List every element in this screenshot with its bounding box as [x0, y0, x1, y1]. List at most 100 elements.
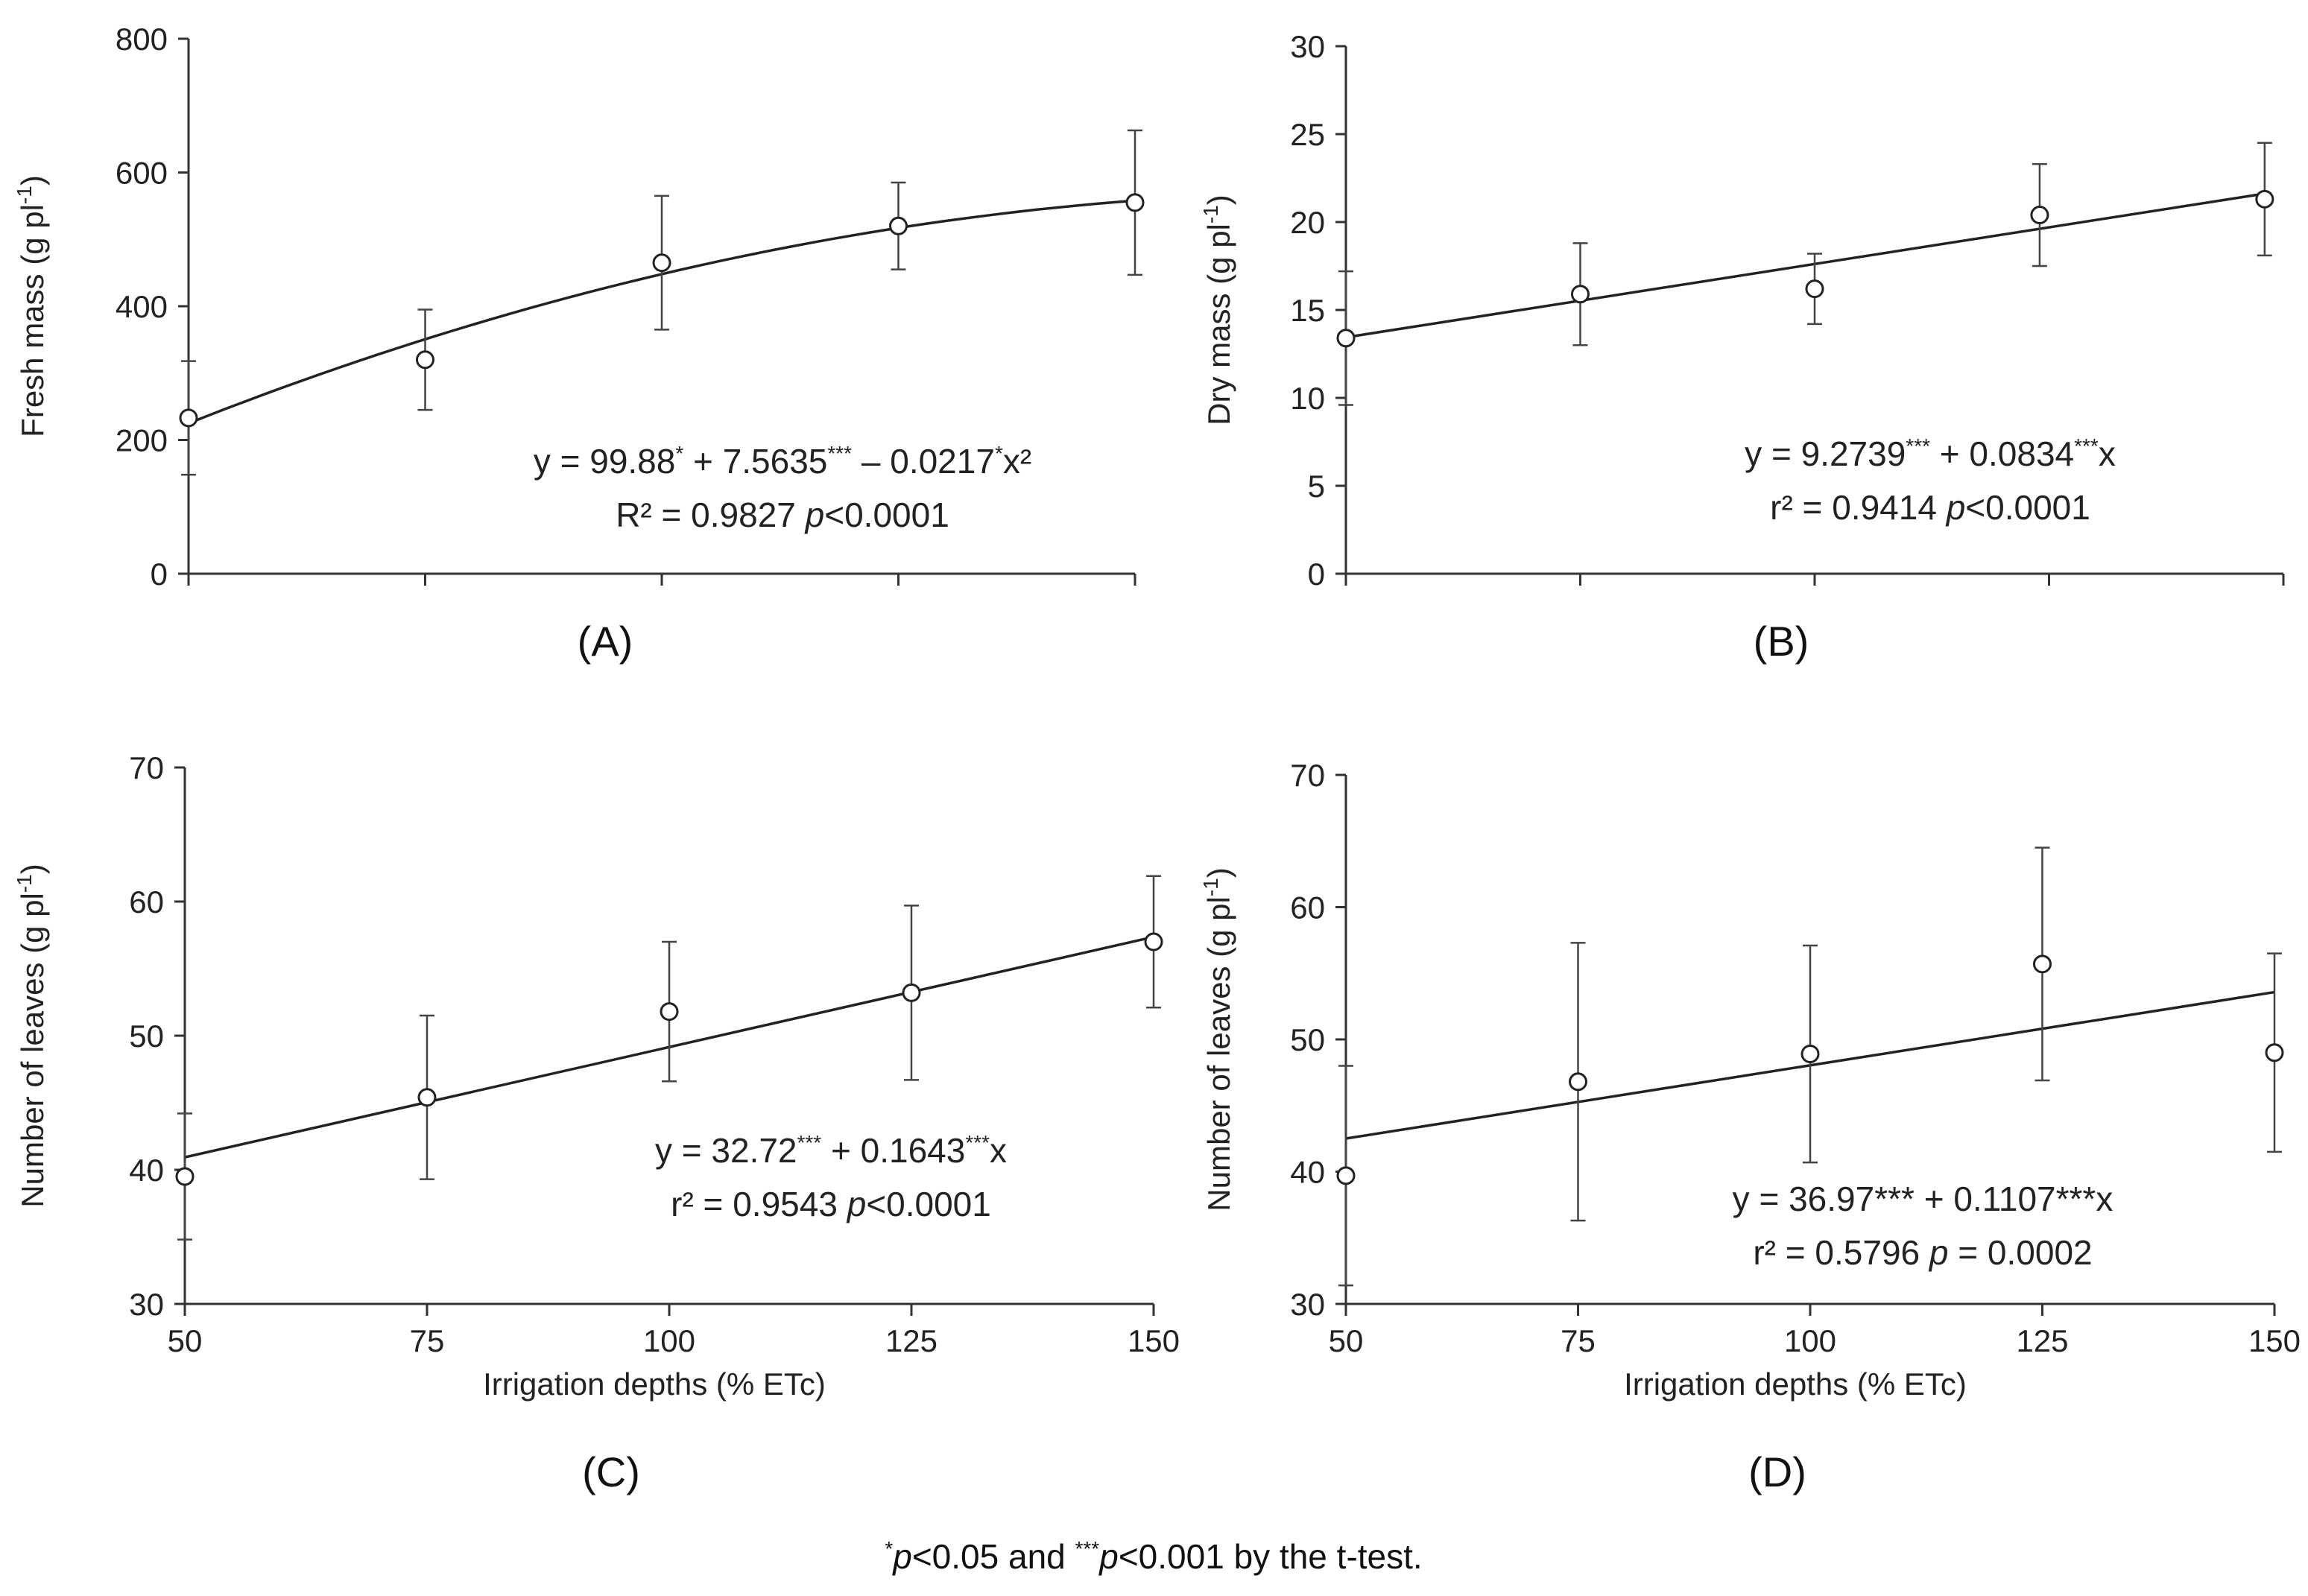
y-axis-title-text: Fresh mass (g pl: [15, 204, 50, 437]
data-point: [416, 350, 434, 370]
y-axis-title: Number of leaves (g pl-1): [13, 864, 50, 1207]
data-point: [1571, 285, 1590, 304]
data-point: [1144, 932, 1163, 951]
y-tick-label: 40: [1290, 1155, 1325, 1190]
equation-superscript: *: [885, 1537, 893, 1560]
equation-run: y = 99.88: [534, 442, 676, 481]
equation-italic: p: [846, 1185, 867, 1223]
equation-run: x: [2099, 434, 2116, 473]
y-tick-label: 600: [116, 156, 168, 191]
regression-equation-line-2: r² = 0.9543 p<0.0001: [671, 1185, 991, 1223]
equation-superscript: ***: [965, 1131, 990, 1154]
equation-italic: p: [1945, 488, 1966, 527]
data-point: [1336, 1166, 1356, 1185]
y-axis-title-text: Number of leaves (g pl: [1201, 896, 1236, 1212]
equation-run: <0.0001: [1965, 488, 2090, 527]
equation-superscript: ***: [827, 442, 852, 465]
data-point: [1569, 1072, 1587, 1092]
equation-run: + 0.0834: [1930, 434, 2074, 473]
y-tick-label: 20: [1290, 205, 1325, 240]
y-tick-label: 15: [1290, 293, 1325, 328]
data-point: [1336, 329, 1356, 348]
equation-run: <0.05 and: [912, 1537, 1075, 1576]
y-axis-title: Fresh mass (g pl-1): [13, 175, 50, 437]
data-point: [1125, 193, 1145, 212]
y-axis-title-superscript: -1: [1199, 205, 1222, 224]
data-point: [2030, 206, 2049, 225]
y-axis-title-close: ): [15, 175, 50, 186]
x-tick-label: 100: [643, 1323, 695, 1358]
y-tick-label: 60: [129, 884, 164, 919]
equation-run: <0.0001: [866, 1185, 991, 1223]
y-axis-title-superscript: -1: [13, 186, 36, 204]
x-tick-label: 75: [1561, 1323, 1596, 1358]
y-tick-label: 40: [129, 1153, 164, 1188]
equation-run: – 0.0217: [852, 442, 995, 481]
regression-equation-line-1: y = 9.2739***​ + 0.0834***​x: [1745, 434, 2116, 473]
y-tick-label: 5: [1308, 469, 1325, 504]
y-tick-label: 30: [1290, 1287, 1325, 1322]
y-tick-label: 70: [1290, 758, 1325, 793]
y-axis-title-close: ): [15, 864, 50, 874]
y-tick-label: 50: [1290, 1022, 1325, 1057]
x-tick-label: 125: [2016, 1323, 2068, 1358]
equation-run: + 0.1643: [821, 1131, 965, 1170]
y-axis-title-text: Dry mass (g pl: [1201, 224, 1236, 425]
data-point: [902, 983, 921, 1002]
equation-italic: p: [1928, 1233, 1949, 1272]
y-axis-title-superscript: -1: [13, 874, 36, 893]
y-axis-title-text: Number of leaves (g pl: [15, 893, 50, 1208]
regression-equation-line-1: y = 99.88*​ + 7.5635***​ – 0.0217*​x²: [534, 442, 1031, 481]
x-tick-label: 125: [885, 1323, 938, 1358]
y-tick-label: 0: [151, 557, 168, 592]
x-axis-title: Irrigation depths (% ETc): [1624, 1367, 1967, 1402]
y-tick-label: 60: [1290, 890, 1325, 925]
panel-label: (C): [582, 1448, 640, 1495]
y-tick-label: 25: [1290, 117, 1325, 152]
equation-run: y = 32.72: [655, 1131, 797, 1170]
panel-label: (B): [1754, 618, 1809, 665]
data-point: [1805, 279, 1824, 299]
data-point: [889, 216, 908, 235]
regression-equation-line-1: y = 36.97*** + 0.1107***x: [1733, 1179, 2113, 1218]
x-axis-title: Irrigation depths (% ETc): [483, 1367, 826, 1402]
data-point: [2255, 189, 2274, 209]
x-tick-label: 150: [2248, 1323, 2301, 1358]
equation-run: x: [990, 1131, 1007, 1170]
equation-superscript: *: [995, 442, 1003, 465]
y-tick-label: 800: [116, 22, 168, 57]
data-point: [660, 1002, 679, 1022]
y-tick-label: 0: [1308, 557, 1325, 592]
equation-superscript: ***: [2074, 434, 2099, 457]
equation-superscript: ***: [797, 1131, 822, 1154]
y-tick-label: 70: [129, 750, 164, 785]
regression-equation-line-1: y = 32.72***​ + 0.1643***​x: [655, 1131, 1007, 1170]
data-point: [1800, 1045, 1820, 1064]
y-axis-title: Dry mass (g pl-1): [1199, 194, 1236, 425]
y-axis-title: Number of leaves (g pl-1): [1199, 867, 1236, 1211]
y-tick-label: 200: [116, 423, 168, 458]
fit-line: [1345, 192, 2266, 339]
equation-run: = 0.0002: [1949, 1233, 2093, 1272]
y-axis-title-close: ): [1201, 867, 1236, 878]
y-tick-label: 400: [116, 289, 168, 324]
equation-run: + 7.5635: [683, 442, 827, 481]
equation-italic: p: [1098, 1537, 1119, 1576]
data-point: [175, 1167, 195, 1186]
equation-italic: p: [804, 495, 825, 534]
x-tick-label: 100: [1784, 1323, 1836, 1358]
data-point: [2265, 1043, 2284, 1063]
x-tick-label: 50: [168, 1323, 203, 1358]
panel-label: (A): [578, 618, 633, 665]
x-tick-label: 50: [1329, 1323, 1364, 1358]
equation-run: y = 36.97*** + 0.1107***x: [1733, 1179, 2113, 1218]
equation-run: r² = 0.5796: [1753, 1233, 1929, 1272]
x-tick-label: 75: [410, 1323, 445, 1358]
data-point: [2033, 954, 2052, 974]
equation-run: <0.0001: [824, 495, 949, 534]
equation-run: y = 9.2739: [1745, 434, 1906, 473]
panel-c: 30 40 50 60 70 50 75 100 125 150 Number of leaves …: [13, 750, 1180, 1495]
